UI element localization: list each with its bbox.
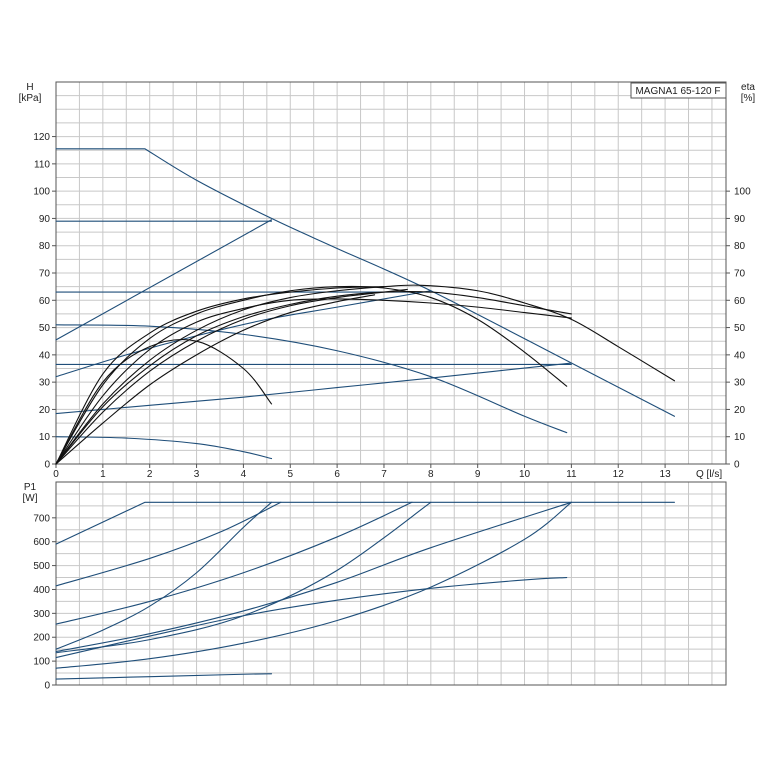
- power-curve: [55, 501, 282, 587]
- power-axis-unit: [W]: [23, 493, 38, 504]
- power-ytick-label: 500: [33, 561, 50, 572]
- head-ytick-right-label: 100: [734, 187, 751, 198]
- head-curve: [55, 324, 568, 434]
- head-ytick-right-label: 80: [734, 241, 746, 252]
- head-ytick-right-label: 60: [734, 296, 746, 307]
- power-ytick-label: 100: [33, 657, 50, 668]
- model-label: MAGNA1 65-120 F: [635, 86, 720, 97]
- head-ytick-label: 30: [39, 378, 51, 389]
- head-curve: [55, 219, 273, 341]
- head-ytick-right-label: 30: [734, 378, 746, 389]
- head-ytick-right-label: 40: [734, 350, 746, 361]
- head-axis-unit: [kPa]: [19, 93, 42, 104]
- power-frame: [55, 481, 727, 686]
- power-curve: [55, 501, 572, 669]
- head-ytick-label: 50: [39, 323, 51, 334]
- head-xtick-label: 11: [566, 469, 577, 480]
- head-xtick-label: 7: [381, 469, 387, 480]
- head-xtick-label: 9: [475, 469, 481, 480]
- head-ytick-right-label: 0: [734, 460, 740, 471]
- power-curve: [55, 501, 413, 625]
- head-ytick-label: 120: [33, 132, 50, 143]
- eta-axis-unit: [%]: [741, 93, 756, 104]
- head-xtick-label: 8: [428, 469, 434, 480]
- head-ytick-label: 60: [39, 296, 51, 307]
- head-panel-curves: [55, 148, 676, 465]
- model-label-box: [630, 82, 727, 99]
- head-xtick-label: 13: [660, 469, 672, 480]
- head-ytick-right-label: 90: [734, 214, 746, 225]
- head-curve: [55, 148, 676, 417]
- head-xtick-label: 6: [334, 469, 340, 480]
- head-ytick-right-label: 50: [734, 323, 746, 334]
- head-curve: [55, 362, 572, 415]
- efficiency-curve: [55, 290, 572, 465]
- flow-axis-label: Q [l/s]: [696, 469, 722, 480]
- head-axis-label: H: [26, 82, 33, 93]
- power-ytick-label: 0: [44, 681, 50, 692]
- head-panel-grid: 0102030405060708090100110120010203040506…: [33, 81, 751, 480]
- efficiency-curve: [55, 285, 568, 465]
- head-xtick-label: 1: [100, 469, 106, 480]
- head-ytick-label: 70: [39, 269, 51, 280]
- efficiency-curve: [55, 338, 273, 465]
- head-curve: [55, 290, 432, 378]
- power-curve: [55, 501, 572, 653]
- head-xtick-label: 2: [147, 469, 153, 480]
- head-ytick-label: 0: [44, 460, 50, 471]
- head-ytick-right-label: 70: [734, 269, 746, 280]
- power-axis-label: P1: [24, 482, 37, 493]
- efficiency-curve: [55, 298, 572, 465]
- head-xtick-label: 10: [519, 469, 531, 480]
- power-panel-grid: 0 100 200 300 400 500 600 700: [33, 481, 727, 692]
- head-ytick-label: 100: [33, 187, 50, 198]
- efficiency-curve: [55, 288, 408, 465]
- efficiency-curve: [55, 286, 385, 465]
- head-curve: [55, 436, 273, 460]
- power-curve: [55, 576, 568, 659]
- efficiency-curve: [55, 284, 676, 465]
- head-ytick-label: 90: [39, 214, 51, 225]
- head-ytick-label: 80: [39, 241, 51, 252]
- head-xtick-label: 12: [613, 469, 625, 480]
- efficiency-curve: [55, 294, 376, 465]
- head-xtick-label: 3: [194, 469, 200, 480]
- power-curve: [55, 501, 676, 545]
- head-xtick-label: 4: [241, 469, 247, 480]
- power-ytick-label: 200: [33, 633, 50, 644]
- power-ytick-label: 300: [33, 609, 50, 620]
- axis-labels: H [kPa] eta [%] Q [l/s] P1 [W] MAGNA1 65…: [19, 82, 756, 504]
- power-ytick-label: 600: [33, 537, 50, 548]
- head-ytick-label: 20: [39, 405, 51, 416]
- head-ytick-right-label: 10: [734, 432, 746, 443]
- power-panel-curves: [55, 501, 676, 680]
- power-ytick-label: 400: [33, 585, 50, 596]
- head-xtick-label: 5: [287, 469, 293, 480]
- power-curve: [55, 501, 432, 654]
- head-ytick-label: 110: [34, 159, 50, 170]
- head-ytick-label: 40: [39, 350, 51, 361]
- power-ytick-label: 700: [33, 513, 50, 524]
- eta-axis-label: eta: [741, 82, 755, 93]
- head-ytick-label: 10: [39, 432, 51, 443]
- power-curve: [55, 501, 273, 650]
- head-ytick-right-label: 20: [734, 405, 746, 416]
- power-curve: [55, 673, 273, 680]
- head-xtick-label: 0: [53, 469, 59, 480]
